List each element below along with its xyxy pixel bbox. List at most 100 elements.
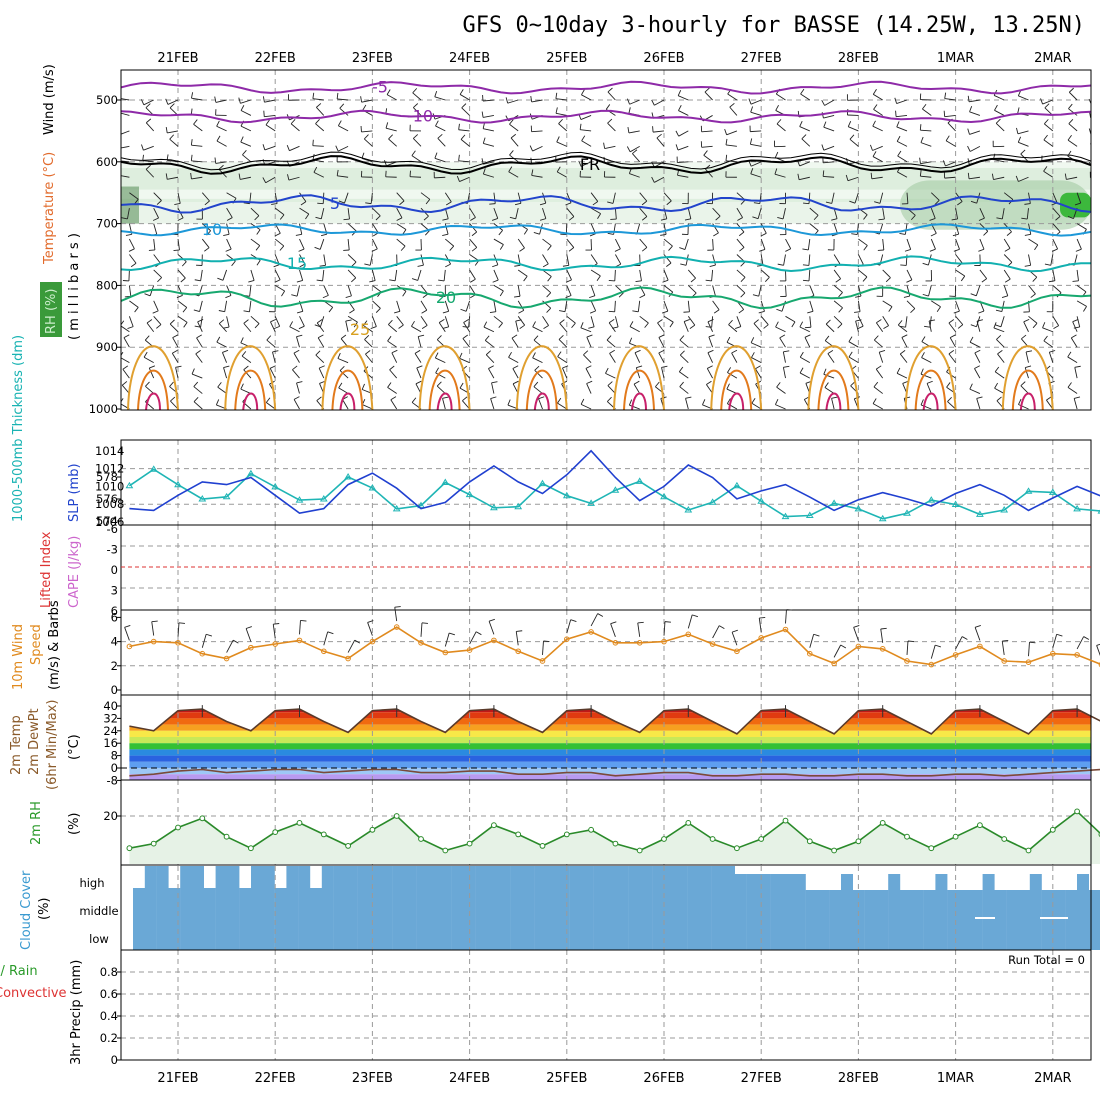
wind-barb-flag: [534, 365, 540, 371]
cloud-column: [1006, 890, 1019, 950]
wind-barb-flag: [920, 399, 924, 406]
wind-barb-flag: [238, 173, 241, 180]
wind-barb: [509, 123, 519, 132]
wind-barb-flag: [279, 214, 285, 220]
wind-barb-flag: [215, 399, 220, 406]
wind-barb: [347, 269, 357, 279]
wind-barb: [853, 627, 859, 641]
wind-barb: [371, 269, 376, 281]
wind-barb-flag: [1043, 134, 1048, 141]
wind-barb: [1003, 285, 1009, 296]
wind-barb: [468, 316, 471, 328]
wind-barb-flag: [948, 350, 955, 355]
wind-barb: [316, 107, 325, 116]
wind-barb: [736, 207, 743, 218]
wind-barb: [994, 371, 1005, 379]
cloud-column: [451, 866, 464, 950]
temp-band: [129, 774, 1091, 781]
wind-barb-flag: [775, 104, 779, 111]
wind-barb: [736, 285, 746, 294]
wind-barb-flag: [628, 337, 633, 344]
wind-barb-flag: [929, 319, 936, 322]
wind-barb: [323, 254, 327, 266]
rh-point: [709, 836, 716, 842]
wind-barb-flag: [823, 368, 827, 375]
wind-barb-flag: [178, 622, 185, 624]
wind-barb-flag: [727, 367, 732, 373]
warm-isotherm: [321, 345, 374, 410]
wind-barb: [1001, 641, 1005, 656]
wind-barb: [488, 621, 495, 635]
wind-barb: [782, 208, 786, 219]
wind-barb: [191, 176, 203, 180]
wind-barb: [388, 324, 397, 333]
temp-unit-label: (°C): [67, 734, 82, 760]
wind-barb-flag: [316, 279, 323, 282]
wind-barb-flag: [953, 310, 960, 314]
cloud-column: [557, 866, 570, 950]
wind-barb: [632, 153, 641, 163]
wind-barb-flag: [225, 248, 232, 252]
wind-speed-point: [175, 640, 181, 646]
wind-barb: [347, 208, 350, 220]
wind-barb: [148, 367, 155, 379]
rh-label: RH (%): [44, 289, 59, 334]
wind-barb-flag: [664, 621, 671, 623]
wind-barb: [177, 238, 180, 251]
rh-point: [612, 840, 619, 847]
wind-barb-flag: [421, 309, 428, 314]
wind-barb-flag: [774, 168, 778, 175]
bottom-date-label: 26FEB: [643, 1071, 684, 1086]
rh-point: [175, 824, 181, 831]
wind-barb: [1074, 367, 1078, 379]
wind-barb: [1052, 238, 1059, 250]
wind-barb-flag: [481, 111, 484, 118]
wind-barb-flag: [1064, 173, 1067, 180]
wind-barb: [556, 171, 568, 178]
wind-barb-flag: [641, 247, 648, 252]
wind-barb: [687, 614, 693, 629]
wind-barb: [785, 609, 787, 624]
wind-barb-flag: [121, 217, 128, 220]
wind-barb-flag: [322, 294, 329, 299]
wind-barb: [607, 91, 616, 101]
wind-barb-flag: [872, 151, 877, 157]
rh-point: [223, 833, 230, 840]
wind-barb: [372, 207, 381, 217]
cloud-column: [675, 866, 688, 950]
wind-barb-flag: [689, 324, 696, 329]
wind-barb: [899, 353, 908, 363]
wind-barb: [361, 157, 373, 163]
wind-barb-flag: [146, 319, 153, 324]
wind-barb: [707, 321, 714, 332]
wind-barb-flag: [934, 199, 940, 205]
wind-barb: [289, 326, 300, 333]
wind-speed-point: [661, 638, 667, 645]
wind-barb: [221, 352, 228, 363]
wind-barb: [566, 207, 575, 217]
wind-barb-flag: [1068, 118, 1074, 124]
wind-barb: [465, 300, 471, 312]
wind-barb-flag: [533, 232, 540, 235]
wind-barb-flag: [152, 217, 159, 221]
wind-barb: [782, 367, 786, 379]
wind-barb: [442, 398, 446, 410]
wind-barb-flag: [785, 248, 791, 252]
wind-barb: [712, 285, 716, 297]
wind-speed-point: [126, 643, 133, 650]
wind-barb: [394, 607, 398, 622]
wind-barb: [955, 208, 959, 220]
wind-barb-flag: [876, 319, 882, 324]
wind-barb-flag: [929, 248, 936, 252]
wind-barb-flag: [193, 381, 199, 387]
rh-point: [758, 836, 765, 842]
wind-barb: [974, 627, 981, 641]
cloud-column: [1077, 874, 1089, 950]
wind-barb-flag: [644, 322, 649, 328]
wind-barb-flag: [656, 133, 662, 139]
bottom-date-label: 2MAR: [1034, 1071, 1071, 1086]
wind-barb-flag: [315, 350, 321, 356]
wind-barb: [493, 207, 499, 219]
tick-label: 2: [111, 659, 118, 673]
